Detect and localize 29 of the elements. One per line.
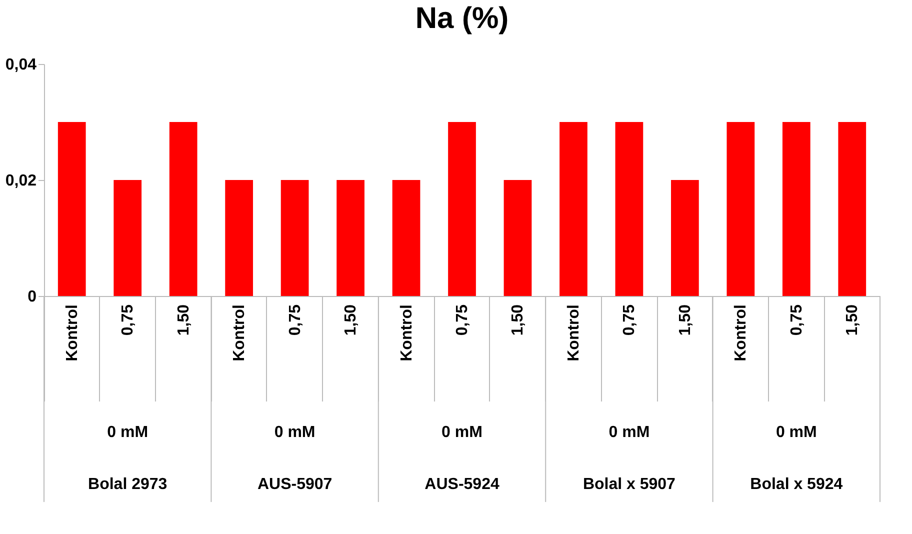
text: AUS-5907 [257,476,332,493]
y-tick-label: 0,04 [5,56,37,74]
chart-title: Na (%) [415,2,509,35]
x-tick-label: Kontrol [398,304,416,362]
text: Bolal x 5924 [750,476,843,493]
x-tick-label: Kontrol [231,304,248,362]
text: Bolal x 5907 [582,476,676,493]
text: 0 mM [776,424,817,441]
x-tick-label: 1,50 [844,304,862,336]
text: 0 mM [107,424,148,441]
x-tick-label: 0,75 [788,304,806,336]
text: 0 mM [608,424,650,441]
y-tick-label: 0,02 [5,172,37,190]
text: AUS-5924 [424,476,500,493]
x-tick-label: Kontrol [565,304,582,362]
text: 0 mM [442,424,482,441]
x-tick-label: 1,50 [510,304,527,336]
x-tick-label: 0,75 [454,304,471,336]
y-tick-label: 0 [28,288,37,306]
text: 0 mM [274,424,316,441]
x-tick-label: Kontrol [64,304,81,362]
x-tick-label: 1,50 [175,304,192,336]
x-tick-label: 1,50 [676,304,694,336]
x-tick-label: 1,50 [342,304,360,336]
text: Bolal 2973 [88,476,168,493]
x-tick-label: Kontrol [732,304,750,362]
x-tick-label: 0,75 [120,304,137,336]
x-tick-label: 0,75 [621,304,638,336]
x-tick-label: 0,75 [286,304,304,336]
